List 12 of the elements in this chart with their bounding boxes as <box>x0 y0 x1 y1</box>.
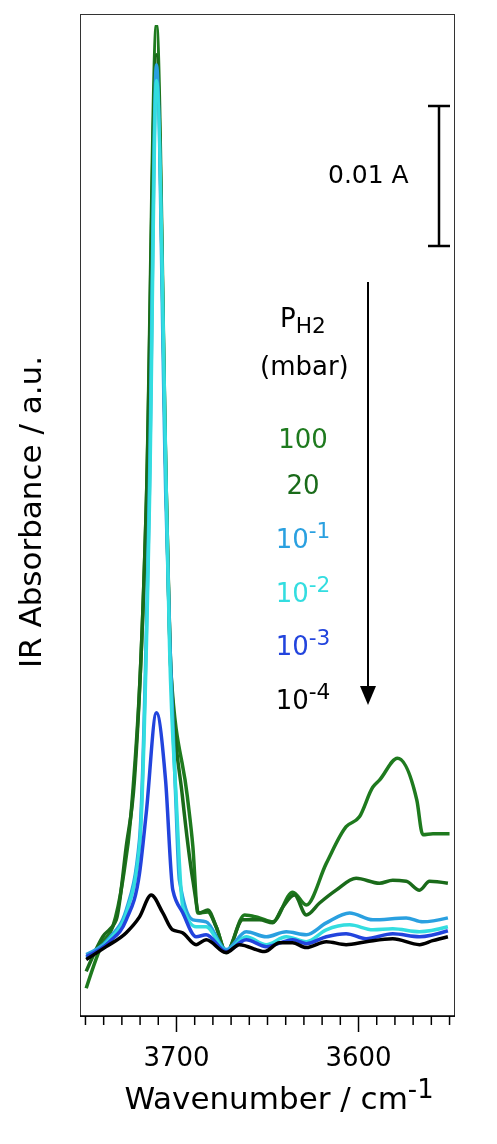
x-tick-label: 3700 <box>143 1042 210 1072</box>
text: 10$^{-2}$ <box>275 571 331 608</box>
text: 10$^{-1}$ <box>275 518 331 554</box>
legend-label: 10$^{-4}$ <box>275 679 331 715</box>
annotation: 0.01 A <box>328 160 409 189</box>
legend-title: P$_{H2}$ (mbar) <box>260 303 349 382</box>
x-tick-label: 3600 <box>325 1042 392 1072</box>
text: 10$^{-3}$ <box>275 625 331 662</box>
x-axis-title: Wavenumber / cm$^{-1}$ <box>124 1074 434 1117</box>
y-axis-title: IR Absorbance / a.u. <box>12 355 49 669</box>
text: 100 <box>278 424 328 455</box>
text: 20 <box>286 470 320 501</box>
